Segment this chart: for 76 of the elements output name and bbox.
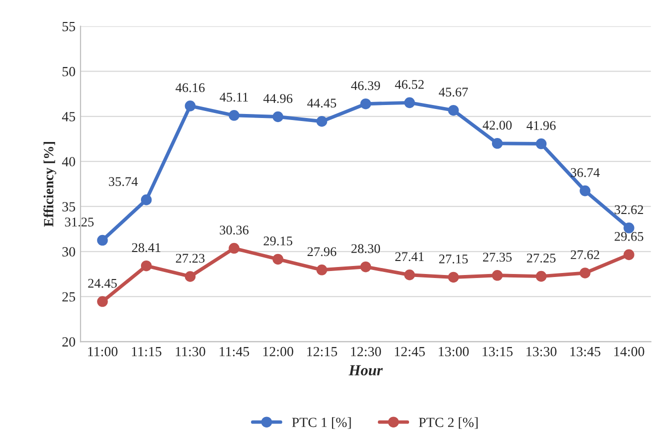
data-label: 24.45 bbox=[88, 278, 117, 288]
x-tick-label: 11:00 bbox=[88, 346, 118, 356]
data-label: 46.52 bbox=[394, 80, 424, 89]
y-tick-label: 45 bbox=[62, 112, 76, 122]
y-tick-label: 50 bbox=[62, 66, 76, 76]
x-tick-label: 13:45 bbox=[570, 346, 600, 356]
x-tick-label: 11:30 bbox=[176, 346, 206, 356]
data-label: 32.62 bbox=[614, 205, 644, 214]
data-label: 30.36 bbox=[220, 226, 249, 235]
x-tick-label: 12:00 bbox=[263, 346, 294, 356]
point bbox=[492, 270, 503, 281]
point bbox=[580, 268, 590, 278]
point bbox=[140, 260, 152, 272]
data-label: 27.15 bbox=[439, 254, 468, 264]
data-label: 28.41 bbox=[132, 243, 160, 252]
data-label: 27.25 bbox=[526, 254, 556, 263]
point bbox=[360, 98, 372, 110]
point bbox=[536, 270, 547, 282]
point bbox=[404, 97, 415, 108]
y-tick-label: 20 bbox=[62, 337, 76, 347]
data-label: 27.62 bbox=[570, 250, 600, 260]
point bbox=[97, 234, 108, 246]
point bbox=[97, 296, 108, 307]
point bbox=[184, 271, 196, 282]
point bbox=[184, 100, 196, 112]
point bbox=[316, 264, 328, 276]
data-label: 35.74 bbox=[108, 177, 138, 186]
point bbox=[580, 185, 590, 196]
point bbox=[624, 249, 634, 260]
data-label: 46.39 bbox=[351, 81, 380, 90]
x-tick-label: 13:15 bbox=[482, 346, 513, 356]
point bbox=[448, 272, 459, 283]
y-tick-label: 55 bbox=[62, 22, 76, 32]
data-label: 27.96 bbox=[308, 247, 336, 256]
data-label: 36.74 bbox=[570, 168, 600, 178]
point bbox=[404, 269, 415, 280]
y-tick-label: 25 bbox=[62, 292, 76, 302]
data-label: 44.45 bbox=[307, 98, 336, 108]
point bbox=[536, 138, 547, 150]
x-tick-label: 11:45 bbox=[220, 346, 250, 356]
y-axis-title: Efficiency [%] bbox=[43, 142, 56, 227]
point bbox=[228, 242, 240, 254]
data-label: 29.15 bbox=[264, 236, 292, 246]
y-tick-label: 30 bbox=[62, 247, 76, 256]
point bbox=[228, 110, 240, 121]
data-label: 42.00 bbox=[482, 120, 512, 130]
point bbox=[272, 254, 284, 265]
x-axis-title: Hour bbox=[348, 365, 383, 376]
legend-label: PTC 2 [%] bbox=[418, 417, 478, 429]
legend-label: PTC 1 [%] bbox=[292, 417, 351, 429]
x-tick-label: 14:00 bbox=[614, 346, 644, 356]
data-label: 28.30 bbox=[351, 244, 380, 254]
point bbox=[360, 261, 372, 272]
point bbox=[492, 138, 503, 149]
point bbox=[272, 111, 284, 122]
x-tick-label: 11:15 bbox=[132, 346, 162, 356]
y-tick-label: 35 bbox=[62, 202, 76, 212]
point bbox=[316, 116, 328, 127]
x-tick-label: 12:15 bbox=[307, 346, 338, 356]
data-label: 45.67 bbox=[438, 88, 468, 97]
point bbox=[140, 194, 152, 206]
data-label: 27.35 bbox=[483, 252, 512, 262]
data-label: 31.25 bbox=[65, 218, 94, 227]
data-label: 45.11 bbox=[220, 92, 248, 102]
data-label: 44.96 bbox=[263, 94, 292, 104]
data-label: 29.65 bbox=[614, 232, 644, 241]
data-label: 46.16 bbox=[176, 83, 205, 92]
data-label: 27.23 bbox=[176, 254, 205, 263]
x-tick-label: 13:00 bbox=[438, 346, 469, 356]
x-tick-label: 12:30 bbox=[351, 346, 381, 356]
point bbox=[448, 104, 459, 116]
y-tick-label: 40 bbox=[62, 157, 76, 166]
x-tick-label: 13:30 bbox=[526, 346, 556, 356]
x-tick-label: 12:45 bbox=[394, 346, 425, 356]
data-label: 27.41 bbox=[395, 252, 424, 262]
data-label: 41.96 bbox=[526, 121, 556, 130]
